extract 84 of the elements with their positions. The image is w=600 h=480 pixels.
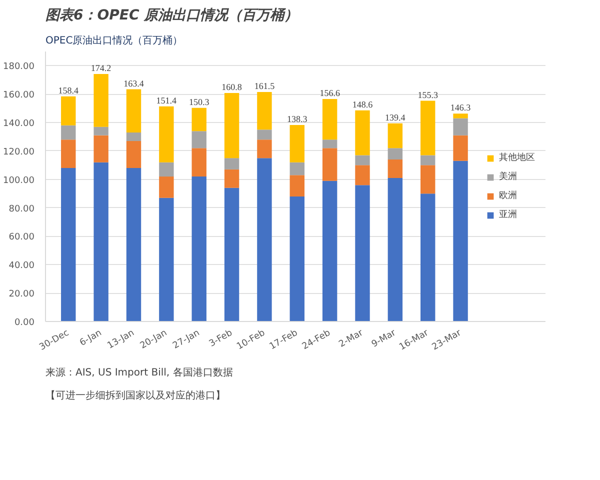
bar <box>61 140 76 168</box>
bar <box>61 168 76 322</box>
y-tick-label: 140.00 <box>3 119 35 130</box>
bar <box>159 198 174 322</box>
bar <box>290 196 304 322</box>
bar <box>224 158 240 170</box>
total-label: 148.6 <box>352 99 374 110</box>
bar <box>322 148 338 181</box>
y-tick-label: 0.00 <box>14 318 35 328</box>
bar <box>94 126 108 136</box>
chart-title: 图表6：OPEC 原油出口情况（百万桶） <box>46 8 298 24</box>
bar <box>388 123 403 148</box>
bar <box>192 108 206 132</box>
bar <box>420 155 436 166</box>
legend-label: 美洲 <box>499 170 518 183</box>
bar <box>322 98 338 140</box>
x-tick-label: 6-Jan <box>78 328 104 349</box>
bar <box>126 132 142 142</box>
bar <box>420 194 436 322</box>
bar <box>290 175 304 196</box>
total-label: 151.4 <box>156 95 178 106</box>
y-tick-label: 80.00 <box>8 204 35 214</box>
bar <box>94 74 108 127</box>
total-label: 174.2 <box>90 62 112 73</box>
text: 【可进一步细拆到国家以及对应的港口】 <box>46 390 226 402</box>
bar <box>290 162 304 176</box>
legend-label: 亚洲 <box>499 208 518 221</box>
bar <box>388 148 403 160</box>
chart-subtitle: OPEC原油出口情况（百万桶） <box>46 34 183 46</box>
bar <box>322 180 338 322</box>
bar <box>94 135 108 162</box>
bar <box>224 188 240 322</box>
total-label: 163.4 <box>124 78 144 88</box>
legend-label: 其他地区 <box>499 152 535 164</box>
bar <box>453 118 468 136</box>
bar <box>257 92 272 130</box>
bar <box>453 135 468 161</box>
total-label: 150.3 <box>188 96 210 107</box>
y-tick-label: 20.00 <box>8 290 35 300</box>
bar <box>257 130 272 140</box>
y-tick-label: 40.00 <box>8 261 35 272</box>
legend-label: 欧洲 <box>499 190 518 202</box>
total-label: 138.3 <box>287 114 308 124</box>
bar <box>224 92 240 158</box>
bar <box>159 176 174 198</box>
total-label: 158.4 <box>58 85 79 96</box>
bar <box>94 162 108 322</box>
total-label: 156.6 <box>320 88 340 98</box>
bar <box>257 158 272 322</box>
y-tick-label: 120.00 <box>3 147 35 158</box>
bar <box>159 162 174 177</box>
y-tick-label: 160.00 <box>3 90 35 101</box>
bar <box>355 110 370 156</box>
bar <box>126 168 142 322</box>
bar <box>420 165 436 194</box>
bar <box>224 169 240 188</box>
total-label: 146.3 <box>450 102 472 113</box>
bar <box>388 160 403 178</box>
bar <box>192 148 206 177</box>
bar <box>192 176 206 322</box>
bar <box>61 125 76 140</box>
bar <box>355 165 370 186</box>
bar <box>126 141 142 168</box>
total-label: 161.5 <box>254 81 276 91</box>
bar <box>453 160 468 322</box>
y-tick-label: 180.00 <box>3 62 35 72</box>
bar <box>159 106 174 162</box>
bar <box>322 140 338 148</box>
y-tick-label: 60.00 <box>8 232 35 243</box>
total-label: 139.4 <box>385 112 406 122</box>
bar <box>257 140 272 158</box>
bar <box>388 178 403 322</box>
total-label: 160.8 <box>222 82 242 92</box>
source-note: 来源：AIS, US Import Bill, 各国港口数据 <box>46 366 233 378</box>
total-label: 155.3 <box>418 90 438 100</box>
bar <box>290 124 304 162</box>
bar <box>192 131 206 148</box>
bar <box>355 185 370 322</box>
bar <box>61 96 76 126</box>
y-tick-label: 100.00 <box>3 176 35 186</box>
bar <box>453 114 468 118</box>
bar <box>355 155 370 166</box>
bar <box>420 100 436 156</box>
bar <box>126 89 142 132</box>
